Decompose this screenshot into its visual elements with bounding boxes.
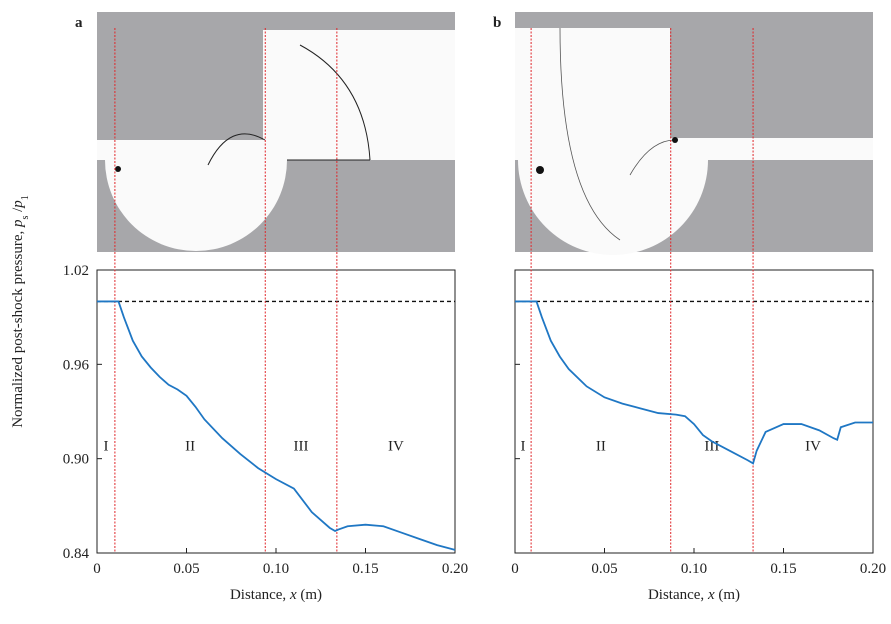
y-label-part: / [10,207,26,216]
geometry-b [515,12,873,255]
y-tick-label: 0.90 [63,452,89,468]
x-label-part: Distance, [648,587,708,603]
region-label: II [185,439,195,455]
panel-label: b [493,15,501,31]
x-tick-label: 0 [511,561,519,577]
x-axis-label: Distance, x (m) [648,587,740,603]
y-label-part: Normalized post-shock pressure, [10,227,26,428]
pressure-curve [515,300,873,465]
x-tick-label: 0.20 [860,561,886,577]
y-tick-label: 0.96 [63,357,90,373]
x-tick-label: 0.05 [591,561,617,577]
region-label: I [103,439,108,455]
x-label-part: x [707,587,715,603]
y-label-part: 1 [20,195,31,200]
region-label: IV [805,439,821,455]
x-label-part: (m) [715,587,740,603]
y-tick-label: 1.02 [63,263,89,279]
region-label: I [521,439,526,455]
y-tick-label: 0.84 [63,546,90,562]
geometry-a [97,12,455,252]
y-label-part: p [10,219,26,228]
plot-frame [96,269,456,554]
y-label-part: s [20,216,31,220]
region-label: IV [388,439,404,455]
x-tick-label: 0.10 [681,561,707,577]
x-label-part: x [289,587,297,603]
y-axis-label: Normalized post-shock pressure, ps /p1 [10,195,31,428]
pressure-curve [97,300,456,551]
x-tick-label: 0.05 [173,561,199,577]
x-axis-label: Distance, x (m) [230,587,322,603]
region-label: III [294,439,309,455]
x-tick-label: 0.15 [770,561,796,577]
x-tick-label: 0 [93,561,101,577]
x-tick-label: 0.20 [442,561,468,577]
x-tick-label: 0.15 [352,561,378,577]
plot-frame [514,269,874,554]
x-label-part: (m) [297,587,322,603]
x-tick-label: 0.10 [263,561,289,577]
y-label-part: p [10,200,26,209]
x-label-part: Distance, [230,587,290,603]
region-label: II [596,439,606,455]
panel-label: a [75,15,83,31]
